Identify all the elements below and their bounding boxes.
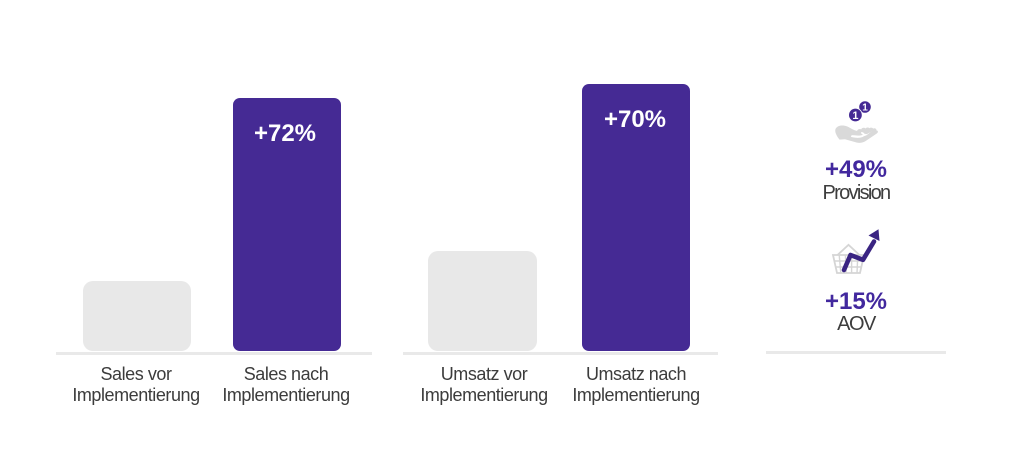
svg-text:1: 1 — [852, 110, 858, 122]
svg-text:1: 1 — [862, 103, 868, 114]
